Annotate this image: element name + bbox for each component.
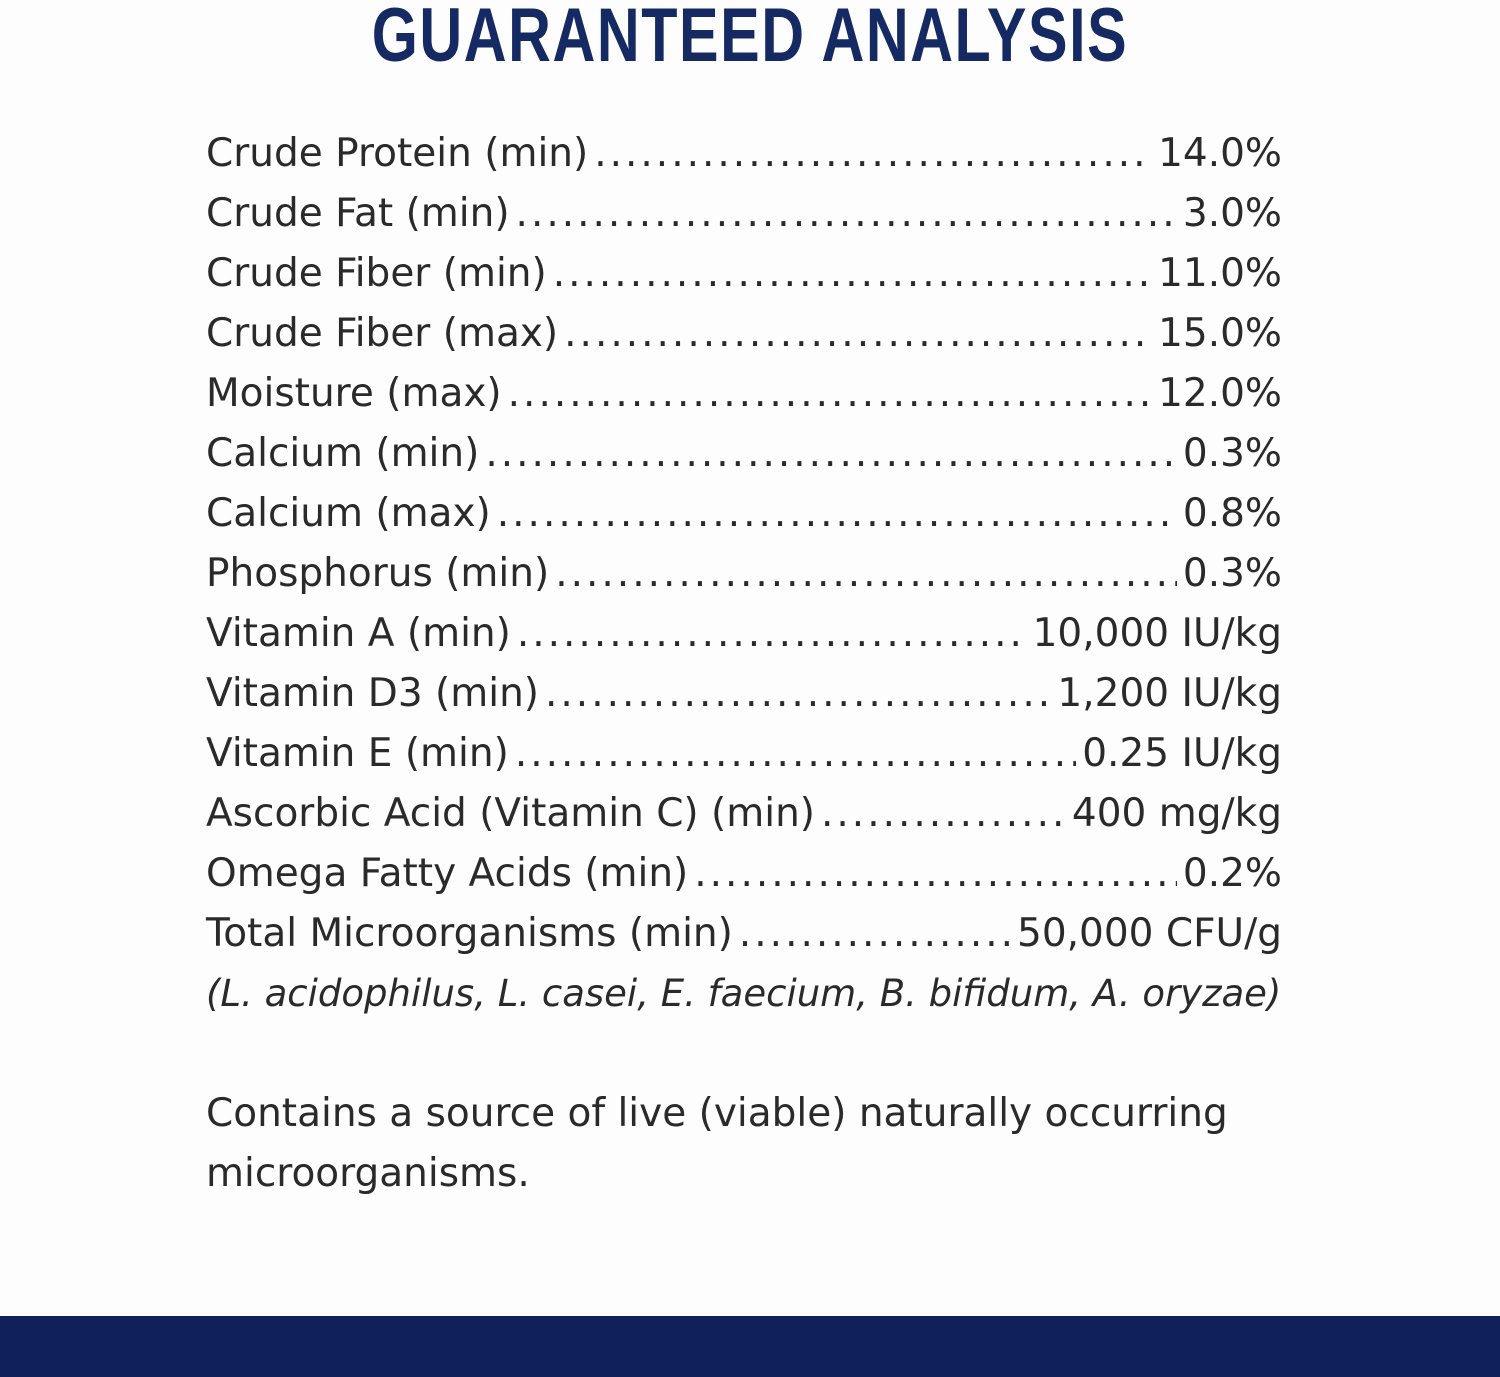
analysis-row: Phosphorus (min) 0.3%: [206, 544, 1282, 604]
nutrient-value: 14.0%: [1158, 131, 1282, 176]
analysis-row: Total Microorganisms (min) 50,000 CFU/g: [206, 904, 1282, 964]
microorganism-note: (L. acidophilus, L. casei, E. faecium, B…: [206, 972, 1282, 1015]
nutrient-name: Moisture (max): [206, 371, 502, 416]
nutrient-value: 0.3%: [1182, 431, 1282, 476]
nutrient-value: 1,200 IU/kg: [1057, 671, 1282, 716]
analysis-row: Crude Protein (min) 14.0%: [206, 124, 1282, 184]
dot-leader: [553, 244, 1152, 304]
nutrient-value: 15.0%: [1158, 311, 1282, 356]
nutrient-name: Vitamin A (min): [206, 611, 511, 656]
footer-bar: [0, 1316, 1500, 1377]
nutrient-name: Crude Fiber (min): [206, 251, 547, 296]
nutrient-name: Vitamin D3 (min): [206, 671, 540, 716]
nutrient-value: 0.2%: [1182, 851, 1282, 896]
analysis-row: Calcium (min) 0.3%: [206, 424, 1282, 484]
dot-leader: [516, 184, 1177, 244]
nutrient-value: 50,000 CFU/g: [1017, 911, 1282, 956]
nutrient-value: 0.8%: [1182, 491, 1282, 536]
nutrient-name: Calcium (min): [206, 431, 480, 476]
nutrient-name: Crude Fat (min): [206, 191, 510, 236]
nutrient-name: Total Microorganisms (min): [206, 911, 733, 956]
nutrient-name: Phosphorus (min): [206, 551, 550, 596]
nutrient-value: 3.0%: [1182, 191, 1282, 236]
nutrient-value: 0.3%: [1182, 551, 1282, 596]
analysis-row: Moisture (max) 12.0%: [206, 364, 1282, 424]
analysis-row: Vitamin E (min) 0.25 IU/kg: [206, 724, 1282, 784]
dot-leader: [515, 724, 1076, 784]
dot-leader: [508, 364, 1152, 424]
nutrient-value: 12.0%: [1158, 371, 1282, 416]
nutrient-name: Crude Fiber (max): [206, 311, 559, 356]
dot-leader: [485, 424, 1177, 484]
nutrient-name: Vitamin E (min): [206, 731, 509, 776]
dot-leader: [517, 604, 1027, 664]
nutrient-value: 10,000 IU/kg: [1032, 611, 1282, 656]
nutrient-name: Calcium (max): [206, 491, 491, 536]
nutrient-value: 0.25 IU/kg: [1082, 731, 1282, 776]
analysis-row: Crude Fiber (max) 15.0%: [206, 304, 1282, 364]
dot-leader: [497, 484, 1177, 544]
analysis-row: Vitamin D3 (min) 1,200 IU/kg: [206, 664, 1282, 724]
dot-leader: [545, 664, 1051, 724]
nutrient-name: Crude Protein (min): [206, 131, 589, 176]
nutrient-value: 11.0%: [1158, 251, 1282, 296]
dot-leader: [694, 844, 1177, 904]
analysis-row: Crude Fat (min) 3.0%: [206, 184, 1282, 244]
dot-leader: [821, 784, 1066, 844]
analysis-row: Calcium (max) 0.8%: [206, 484, 1282, 544]
dot-leader: [739, 904, 1011, 964]
analysis-table: Crude Protein (min) 14.0% Crude Fat (min) 3…: [206, 124, 1282, 964]
analysis-row: Vitamin A (min) 10,000 IU/kg: [206, 604, 1282, 664]
analysis-row: Omega Fatty Acids (min) 0.2%: [206, 844, 1282, 904]
nutrient-value: 400 mg/kg: [1071, 791, 1282, 836]
dot-leader: [594, 124, 1152, 184]
page-title: GUARANTEED ANALYSIS: [371, 0, 1129, 78]
dot-leader: [564, 304, 1152, 364]
nutrient-name: Omega Fatty Acids (min): [206, 851, 689, 896]
dot-leader: [555, 544, 1177, 604]
analysis-row: Ascorbic Acid (Vitamin C) (min) 400 mg/kg: [206, 784, 1282, 844]
description-paragraph: Contains a source of live (viable) natur…: [206, 1091, 1228, 1196]
nutrient-name: Ascorbic Acid (Vitamin C) (min): [206, 791, 816, 836]
analysis-row: Crude Fiber (min) 11.0%: [206, 244, 1282, 304]
